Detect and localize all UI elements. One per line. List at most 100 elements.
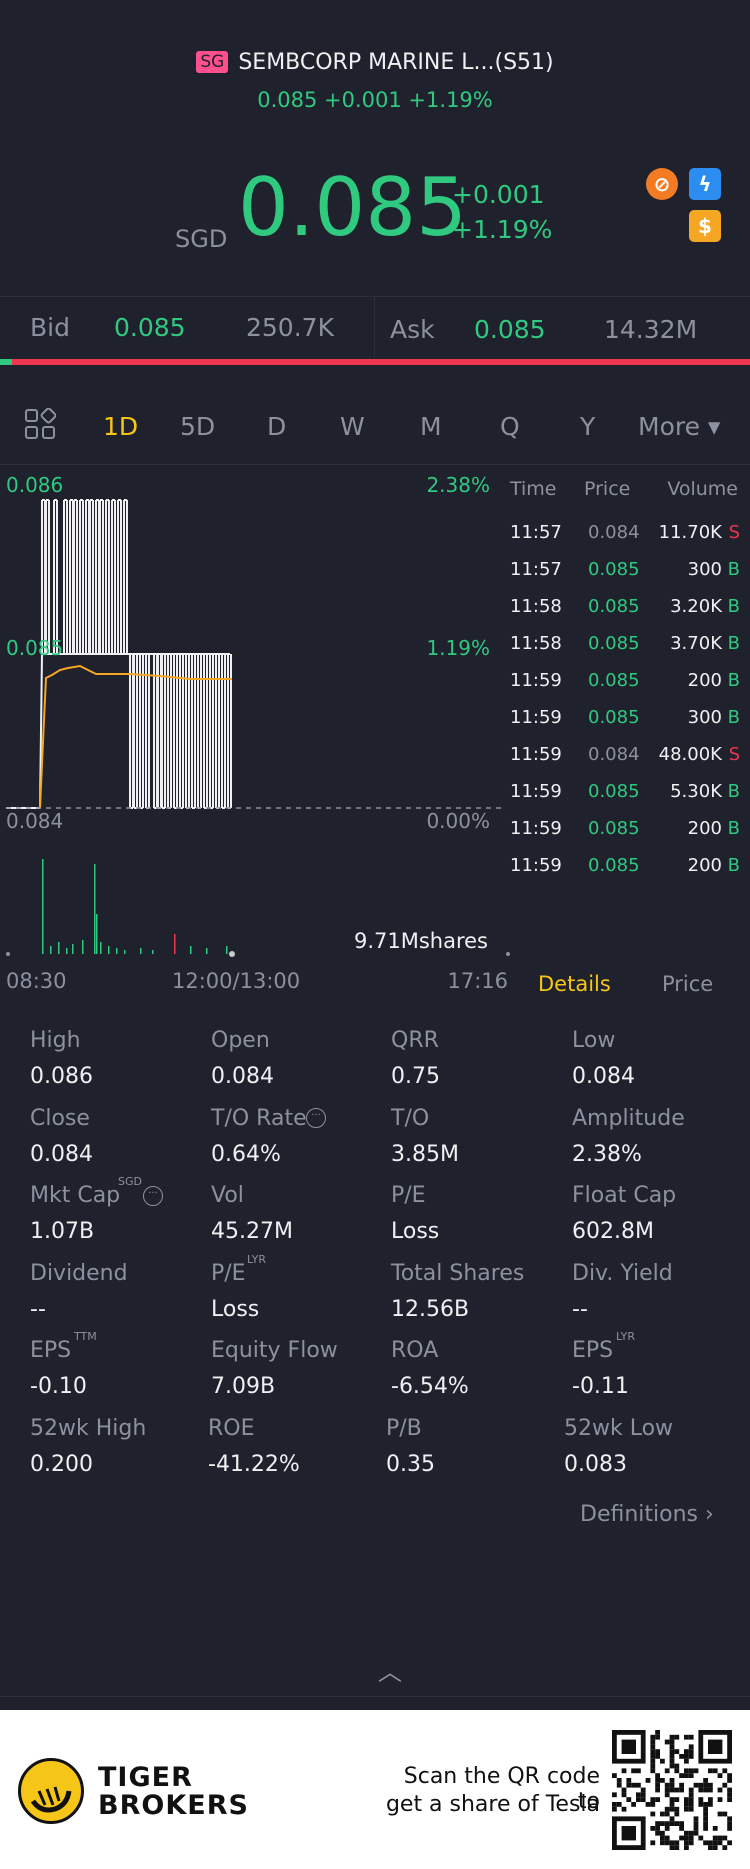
chart-mid-label: 0.085 bbox=[6, 636, 63, 660]
stat-value: 12.56B bbox=[391, 1296, 470, 1322]
stat-value: 7.09B bbox=[211, 1374, 276, 1399]
stat-label: Div. Yield bbox=[572, 1260, 673, 1286]
definitions-link[interactable]: Definitions › bbox=[580, 1502, 714, 1527]
grid-layout-icon[interactable] bbox=[24, 408, 56, 440]
volume-bar bbox=[140, 948, 142, 954]
tab-w[interactable]: W bbox=[340, 412, 365, 441]
volume-bar bbox=[42, 859, 44, 954]
tab-price[interactable]: Price bbox=[662, 972, 714, 996]
tab-more[interactable]: More ▾ bbox=[638, 412, 721, 441]
stat-value: 0.084 bbox=[572, 1064, 635, 1089]
ask-volume: 14.32M bbox=[604, 315, 698, 344]
stat-label: Dividend bbox=[30, 1260, 128, 1286]
stat-value: -41.22% bbox=[208, 1451, 300, 1477]
stat-label: EPS bbox=[572, 1338, 614, 1363]
volume-bar bbox=[206, 948, 208, 954]
stat-value: -- bbox=[572, 1296, 588, 1322]
ask-price: 0.085 bbox=[474, 315, 546, 344]
trade-time: 11:59 bbox=[510, 670, 562, 691]
chart-volume-label: 9.71Mshares bbox=[354, 929, 488, 953]
trade-price: 0.085 bbox=[588, 596, 640, 617]
timeframe-tabs: 1D 5D D W M Q Y More ▾ bbox=[0, 396, 750, 456]
trade-volume: 300 bbox=[687, 707, 722, 728]
info-icon[interactable]: ··· bbox=[306, 1108, 326, 1128]
chevron-up-icon[interactable]: ︿ bbox=[378, 1658, 402, 1686]
trade-price: 0.084 bbox=[588, 522, 640, 543]
time-mid-label: 12:00/13:00 bbox=[172, 969, 300, 993]
stat-value: 1.07B bbox=[30, 1219, 95, 1244]
chart-low-pct: 0.00% bbox=[426, 809, 490, 833]
trade-volume: 3.70K bbox=[670, 633, 722, 654]
trade-side: B bbox=[727, 855, 740, 876]
volume-bar bbox=[174, 934, 176, 954]
tab-1d[interactable]: 1D bbox=[103, 412, 139, 441]
trade-price: 0.085 bbox=[588, 781, 640, 802]
trade-time: 11:59 bbox=[510, 781, 562, 802]
volume-bar bbox=[50, 946, 52, 954]
trades-time-header: Time bbox=[510, 478, 557, 500]
trade-side: S bbox=[728, 744, 740, 765]
tab-m[interactable]: M bbox=[420, 412, 442, 441]
stat-value: -- bbox=[30, 1296, 46, 1322]
bid-price: 0.085 bbox=[114, 313, 186, 342]
brand-name-line1: TIGER bbox=[98, 1762, 193, 1793]
trade-side: B bbox=[727, 596, 740, 617]
stat-superscript: LYR bbox=[616, 1330, 636, 1343]
stock-title[interactable]: SEMBCORP MARINE L...(S51) bbox=[238, 49, 554, 75]
tab-q[interactable]: Q bbox=[500, 412, 520, 441]
stat-label: Equity Flow bbox=[211, 1338, 338, 1363]
volume-bar bbox=[226, 946, 228, 954]
market-tag: SG bbox=[196, 51, 229, 73]
stat-label: Close bbox=[30, 1105, 90, 1131]
volume-bar bbox=[58, 942, 60, 954]
stat-value: 0.083 bbox=[564, 1451, 627, 1477]
trade-price: 0.085 bbox=[588, 633, 640, 654]
intraday-chart[interactable]: 0.086 0.085 0.084 2.38% 1.19% 0.00% 9.71… bbox=[0, 470, 510, 1000]
tab-5d[interactable]: 5D bbox=[180, 412, 216, 441]
volume-bars bbox=[42, 859, 228, 954]
stat-label: Open bbox=[211, 1028, 270, 1053]
trade-price: 0.084 bbox=[588, 744, 640, 765]
session-current-dot bbox=[229, 951, 235, 957]
dollar-icon[interactable]: $ bbox=[689, 210, 721, 242]
price-trace bbox=[6, 499, 232, 809]
volume-bar bbox=[152, 950, 154, 954]
trade-time: 11:59 bbox=[510, 818, 562, 839]
qr-code[interactable] bbox=[612, 1730, 732, 1850]
stat-value: 0.086 bbox=[30, 1064, 93, 1089]
stat-value: 602.8M bbox=[572, 1219, 654, 1244]
trade-time: 11:58 bbox=[510, 633, 562, 654]
trade-side: B bbox=[727, 670, 740, 691]
trade-price: 0.085 bbox=[588, 855, 640, 876]
stat-value: 3.85M bbox=[391, 1141, 459, 1167]
stat-value: 0.35 bbox=[386, 1451, 435, 1477]
bid-label: Bid bbox=[30, 313, 70, 342]
tab-d[interactable]: D bbox=[267, 412, 287, 441]
lightning-1-icon[interactable]: ϟ bbox=[689, 168, 721, 200]
promo-text-line2: get a share of Tesla bbox=[385, 1792, 600, 1817]
stat-label: T/O Rate bbox=[211, 1105, 307, 1131]
stat-label: High bbox=[30, 1028, 81, 1053]
tabs-divider bbox=[0, 464, 750, 465]
stat-value: Loss bbox=[211, 1296, 260, 1322]
no-short-icon[interactable]: ⊘ bbox=[646, 168, 678, 200]
stat-value: -0.11 bbox=[572, 1374, 629, 1399]
brand-name-line2: BROKERS bbox=[98, 1790, 249, 1821]
stat-superscript: LYR bbox=[247, 1252, 267, 1266]
stat-label: ROA bbox=[391, 1338, 439, 1363]
tab-y[interactable]: Y bbox=[580, 412, 596, 441]
trade-time: 11:57 bbox=[510, 559, 562, 580]
info-icon[interactable]: ··· bbox=[143, 1186, 163, 1206]
stat-value: 0.75 bbox=[391, 1064, 440, 1089]
stat-label: Float Cap bbox=[572, 1183, 677, 1208]
stat-label: T/O bbox=[391, 1105, 430, 1131]
tab-details[interactable]: Details bbox=[538, 972, 611, 996]
trade-volume: 200 bbox=[687, 818, 722, 839]
price-change: +0.001 bbox=[452, 180, 545, 209]
time-end-label: 17:16 bbox=[447, 969, 508, 993]
trade-time: 11:59 bbox=[510, 744, 562, 765]
trade-side: B bbox=[727, 633, 740, 654]
bid-ask-bar: Bid 0.085 250.7K Ask 0.085 14.32M bbox=[0, 296, 750, 358]
last-price: 0.085 bbox=[238, 161, 468, 254]
volume-bar bbox=[94, 864, 96, 954]
